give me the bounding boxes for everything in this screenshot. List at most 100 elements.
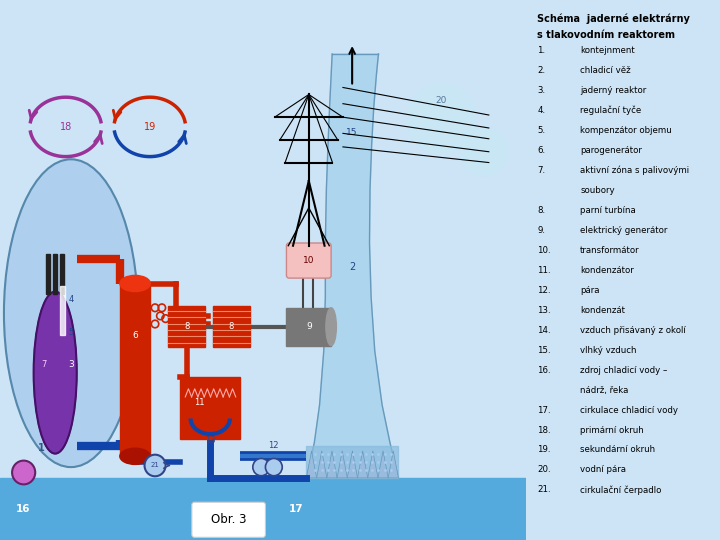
Text: chladicí věž: chladicí věž: [580, 66, 631, 75]
Text: 14.: 14.: [537, 326, 551, 335]
Ellipse shape: [326, 308, 336, 346]
Text: 18: 18: [60, 122, 72, 132]
Ellipse shape: [34, 292, 77, 454]
Text: 11.: 11.: [537, 266, 551, 275]
Polygon shape: [327, 451, 337, 478]
Text: 17.: 17.: [537, 406, 551, 415]
Text: 8: 8: [228, 322, 234, 331]
Text: 9.: 9.: [537, 226, 545, 235]
Polygon shape: [358, 451, 368, 478]
Text: aktivní zóna s palivovými: aktivní zóna s palivovými: [580, 166, 689, 176]
Polygon shape: [317, 451, 327, 478]
Text: zdroj chladicí vody –: zdroj chladicí vody –: [580, 366, 667, 375]
Polygon shape: [388, 451, 398, 478]
Text: 8.: 8.: [537, 206, 545, 215]
Circle shape: [145, 455, 166, 476]
Text: 4.: 4.: [537, 106, 545, 115]
Text: pára: pára: [580, 286, 600, 295]
Text: 13.: 13.: [537, 306, 551, 315]
Text: vodní pára: vodní pára: [580, 465, 626, 475]
Text: regulační tyče: regulační tyče: [580, 106, 642, 116]
Text: 2.: 2.: [537, 66, 545, 75]
Bar: [213, 306, 250, 347]
Polygon shape: [368, 451, 378, 478]
Text: 6: 6: [132, 331, 138, 340]
Text: cirkulační čerpadlo: cirkulační čerpadlo: [580, 485, 662, 495]
Text: 20: 20: [436, 96, 447, 105]
Text: 15: 15: [346, 128, 358, 137]
Polygon shape: [347, 451, 358, 478]
Text: 16.: 16.: [537, 366, 551, 375]
Text: parní turbína: parní turbína: [580, 206, 636, 215]
Text: 19: 19: [144, 122, 156, 132]
Text: 15.: 15.: [537, 346, 551, 355]
Bar: [180, 377, 240, 438]
Bar: [60, 286, 65, 335]
Polygon shape: [307, 451, 317, 478]
Text: 21.: 21.: [537, 485, 551, 495]
Bar: [287, 308, 331, 346]
Text: kondenzátor: kondenzátor: [580, 266, 634, 275]
Text: Obr. 3: Obr. 3: [211, 513, 246, 526]
Text: 5: 5: [69, 328, 74, 337]
Text: 1.: 1.: [537, 46, 545, 55]
Text: kompenzátor objemu: kompenzátor objemu: [580, 126, 672, 135]
Polygon shape: [378, 451, 388, 478]
Text: cirkulace chladicí vody: cirkulace chladicí vody: [580, 406, 678, 415]
Text: vlhký vzduch: vlhký vzduch: [580, 346, 636, 355]
Text: primární okruh: primární okruh: [580, 426, 644, 435]
Text: transformátor: transformátor: [580, 246, 639, 255]
Circle shape: [253, 458, 269, 476]
Text: kontejnment: kontejnment: [580, 46, 635, 55]
Text: 19.: 19.: [537, 446, 551, 455]
Text: 11: 11: [194, 398, 205, 407]
Bar: [307, 446, 398, 478]
Text: 2: 2: [349, 262, 355, 272]
Text: 13: 13: [205, 436, 215, 445]
Circle shape: [460, 127, 507, 176]
FancyBboxPatch shape: [287, 243, 331, 278]
Ellipse shape: [120, 275, 150, 292]
Text: 8: 8: [184, 322, 189, 331]
Text: parogenerátor: parogenerátor: [580, 146, 642, 155]
Text: Schéma  jaderné elektrárny: Schéma jaderné elektrárny: [537, 14, 690, 24]
Text: soubory: soubory: [580, 186, 615, 195]
Text: sekundární okruh: sekundární okruh: [580, 446, 655, 455]
Text: 4: 4: [69, 295, 74, 305]
Text: vzduch přisávaný z okolí: vzduch přisávaný z okolí: [580, 326, 685, 335]
Text: 10.: 10.: [537, 246, 551, 255]
Text: 20.: 20.: [537, 465, 551, 475]
FancyBboxPatch shape: [192, 502, 266, 537]
Polygon shape: [337, 451, 347, 478]
Text: 5.: 5.: [537, 126, 545, 135]
Bar: [60, 254, 63, 294]
Circle shape: [12, 461, 35, 484]
Text: 12: 12: [268, 441, 279, 450]
Text: 17: 17: [289, 504, 304, 514]
Ellipse shape: [4, 159, 138, 467]
Text: 10: 10: [303, 256, 315, 265]
Text: 7: 7: [41, 360, 46, 369]
Bar: [46, 254, 50, 294]
Bar: [53, 254, 57, 294]
Text: jaderný reaktor: jaderný reaktor: [580, 86, 647, 95]
Text: 1: 1: [38, 443, 45, 453]
Text: 16: 16: [16, 504, 30, 514]
Text: 3.: 3.: [537, 86, 545, 95]
Text: s tlakovodním reaktorem: s tlakovodním reaktorem: [537, 30, 675, 40]
Text: 6.: 6.: [537, 146, 545, 155]
Bar: [0, 478, 526, 540]
Text: 9: 9: [306, 322, 312, 331]
Text: 18.: 18.: [537, 426, 551, 435]
Text: 3: 3: [68, 360, 74, 369]
Bar: [120, 284, 150, 456]
Text: 7.: 7.: [537, 166, 545, 175]
Text: 12.: 12.: [537, 286, 551, 295]
Circle shape: [266, 458, 282, 476]
Text: 21: 21: [150, 462, 160, 469]
Circle shape: [408, 84, 476, 154]
Text: kondenzát: kondenzát: [580, 306, 625, 315]
Polygon shape: [307, 54, 398, 478]
Text: nádrž, řeka: nádrž, řeka: [580, 386, 629, 395]
Bar: [168, 306, 205, 347]
